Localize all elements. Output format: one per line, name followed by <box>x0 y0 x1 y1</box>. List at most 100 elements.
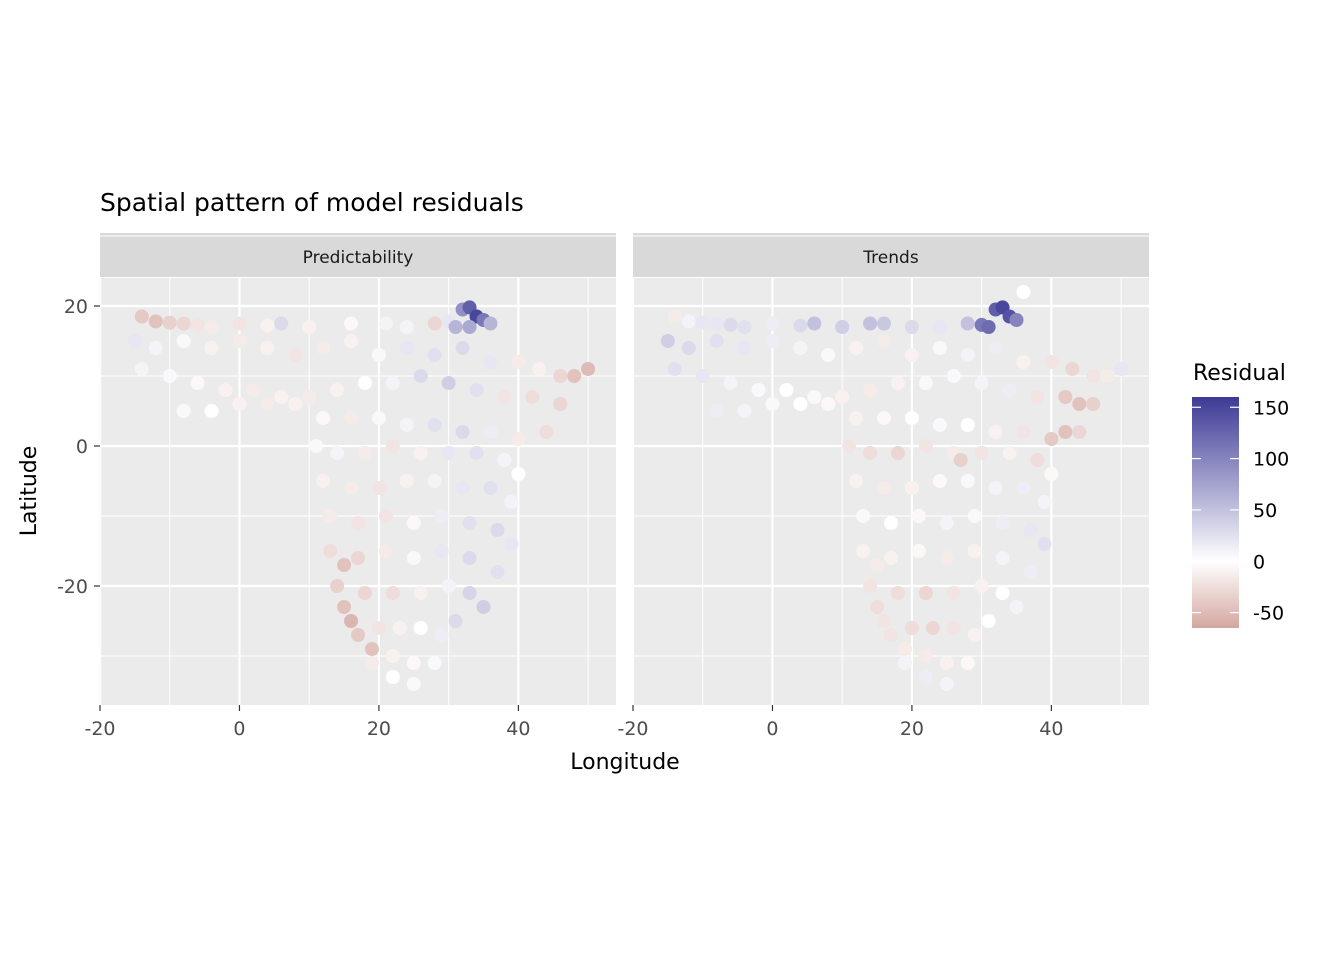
data-point <box>925 621 940 635</box>
data-point <box>581 362 596 376</box>
data-point <box>337 558 352 572</box>
data-point <box>723 317 738 332</box>
data-point <box>413 586 428 600</box>
data-point <box>988 341 1003 355</box>
panel-trends: Trends <box>631 233 1149 705</box>
legend-title: Residual <box>1193 361 1286 386</box>
data-point <box>288 348 303 362</box>
legend-break-label: 0 <box>1253 551 1265 573</box>
y-axis: 20 0 -20 <box>57 296 100 598</box>
chart-title: Spatial pattern of model residuals <box>100 188 524 217</box>
data-point <box>737 320 752 334</box>
data-point <box>511 432 526 446</box>
data-point <box>525 390 540 404</box>
data-point <box>462 586 477 600</box>
data-point <box>981 614 996 628</box>
data-point <box>946 369 961 383</box>
data-point <box>371 411 386 425</box>
data-point <box>884 551 898 565</box>
data-point <box>918 586 933 600</box>
data-point <box>995 551 1010 565</box>
data-point <box>413 446 428 460</box>
data-point <box>351 551 365 565</box>
x-tick-label: -20 <box>617 718 648 740</box>
strip-label-trends: Trends <box>862 248 919 268</box>
legend: Residual 150 100 50 0 -50 <box>1192 361 1289 628</box>
data-point <box>511 355 526 369</box>
data-point <box>1058 390 1073 404</box>
data-point <box>967 544 982 558</box>
data-point <box>148 314 163 329</box>
data-point <box>274 390 289 404</box>
points-predictability <box>127 300 596 691</box>
y-tick-label: -20 <box>57 576 88 598</box>
data-point <box>890 586 905 600</box>
data-point <box>835 390 850 404</box>
data-point <box>897 642 912 656</box>
data-point <box>483 425 498 439</box>
data-point <box>1058 425 1073 439</box>
panel-predictability: Predictability <box>98 233 616 705</box>
data-point <box>877 411 892 425</box>
data-point <box>232 316 247 331</box>
data-point <box>490 523 505 537</box>
data-point <box>904 481 919 495</box>
data-point <box>821 348 836 362</box>
data-point <box>134 309 149 324</box>
data-point <box>918 439 933 453</box>
data-point <box>357 586 372 600</box>
data-point <box>553 397 568 411</box>
data-point <box>821 397 836 411</box>
data-point <box>427 474 442 488</box>
data-point <box>476 600 491 614</box>
data-point <box>378 509 393 523</box>
data-point <box>364 642 379 656</box>
data-point <box>427 348 442 362</box>
data-point <box>904 411 919 425</box>
data-point <box>344 614 359 628</box>
data-point <box>1002 446 1017 460</box>
data-point <box>176 404 191 418</box>
data-point <box>793 341 808 355</box>
data-point <box>288 397 303 411</box>
data-point <box>1037 537 1052 551</box>
data-point <box>462 551 477 565</box>
data-point <box>204 404 219 418</box>
x-tick-label: 20 <box>367 718 391 740</box>
data-point <box>260 341 275 355</box>
data-point <box>1016 425 1031 439</box>
data-point <box>737 341 752 355</box>
data-point <box>681 341 696 355</box>
x-tick-label: 0 <box>766 718 778 740</box>
data-point <box>427 418 442 432</box>
data-point <box>667 309 682 324</box>
data-point <box>434 628 449 642</box>
data-point <box>448 320 463 334</box>
data-point <box>932 320 947 334</box>
data-point <box>441 579 456 593</box>
data-point <box>918 649 933 663</box>
data-point <box>939 656 954 670</box>
data-point <box>1086 369 1101 383</box>
data-point <box>176 316 191 331</box>
data-point <box>863 383 878 397</box>
data-point <box>497 390 512 404</box>
data-point <box>246 383 261 397</box>
data-point <box>539 425 554 439</box>
y-tick-label: 20 <box>64 296 88 318</box>
data-point <box>988 481 1003 495</box>
data-point <box>960 348 975 362</box>
data-point <box>434 509 449 523</box>
data-point <box>946 621 961 635</box>
legend-breaks: 150 100 50 0 -50 <box>1192 397 1289 625</box>
data-point <box>441 376 456 390</box>
data-point <box>1016 355 1031 369</box>
strip-predictability <box>100 233 616 277</box>
data-point <box>162 315 177 330</box>
x-tick-label: 40 <box>1039 718 1063 740</box>
data-point <box>939 677 954 691</box>
data-point <box>497 453 512 467</box>
data-point <box>455 341 470 355</box>
points-trends <box>660 285 1129 691</box>
